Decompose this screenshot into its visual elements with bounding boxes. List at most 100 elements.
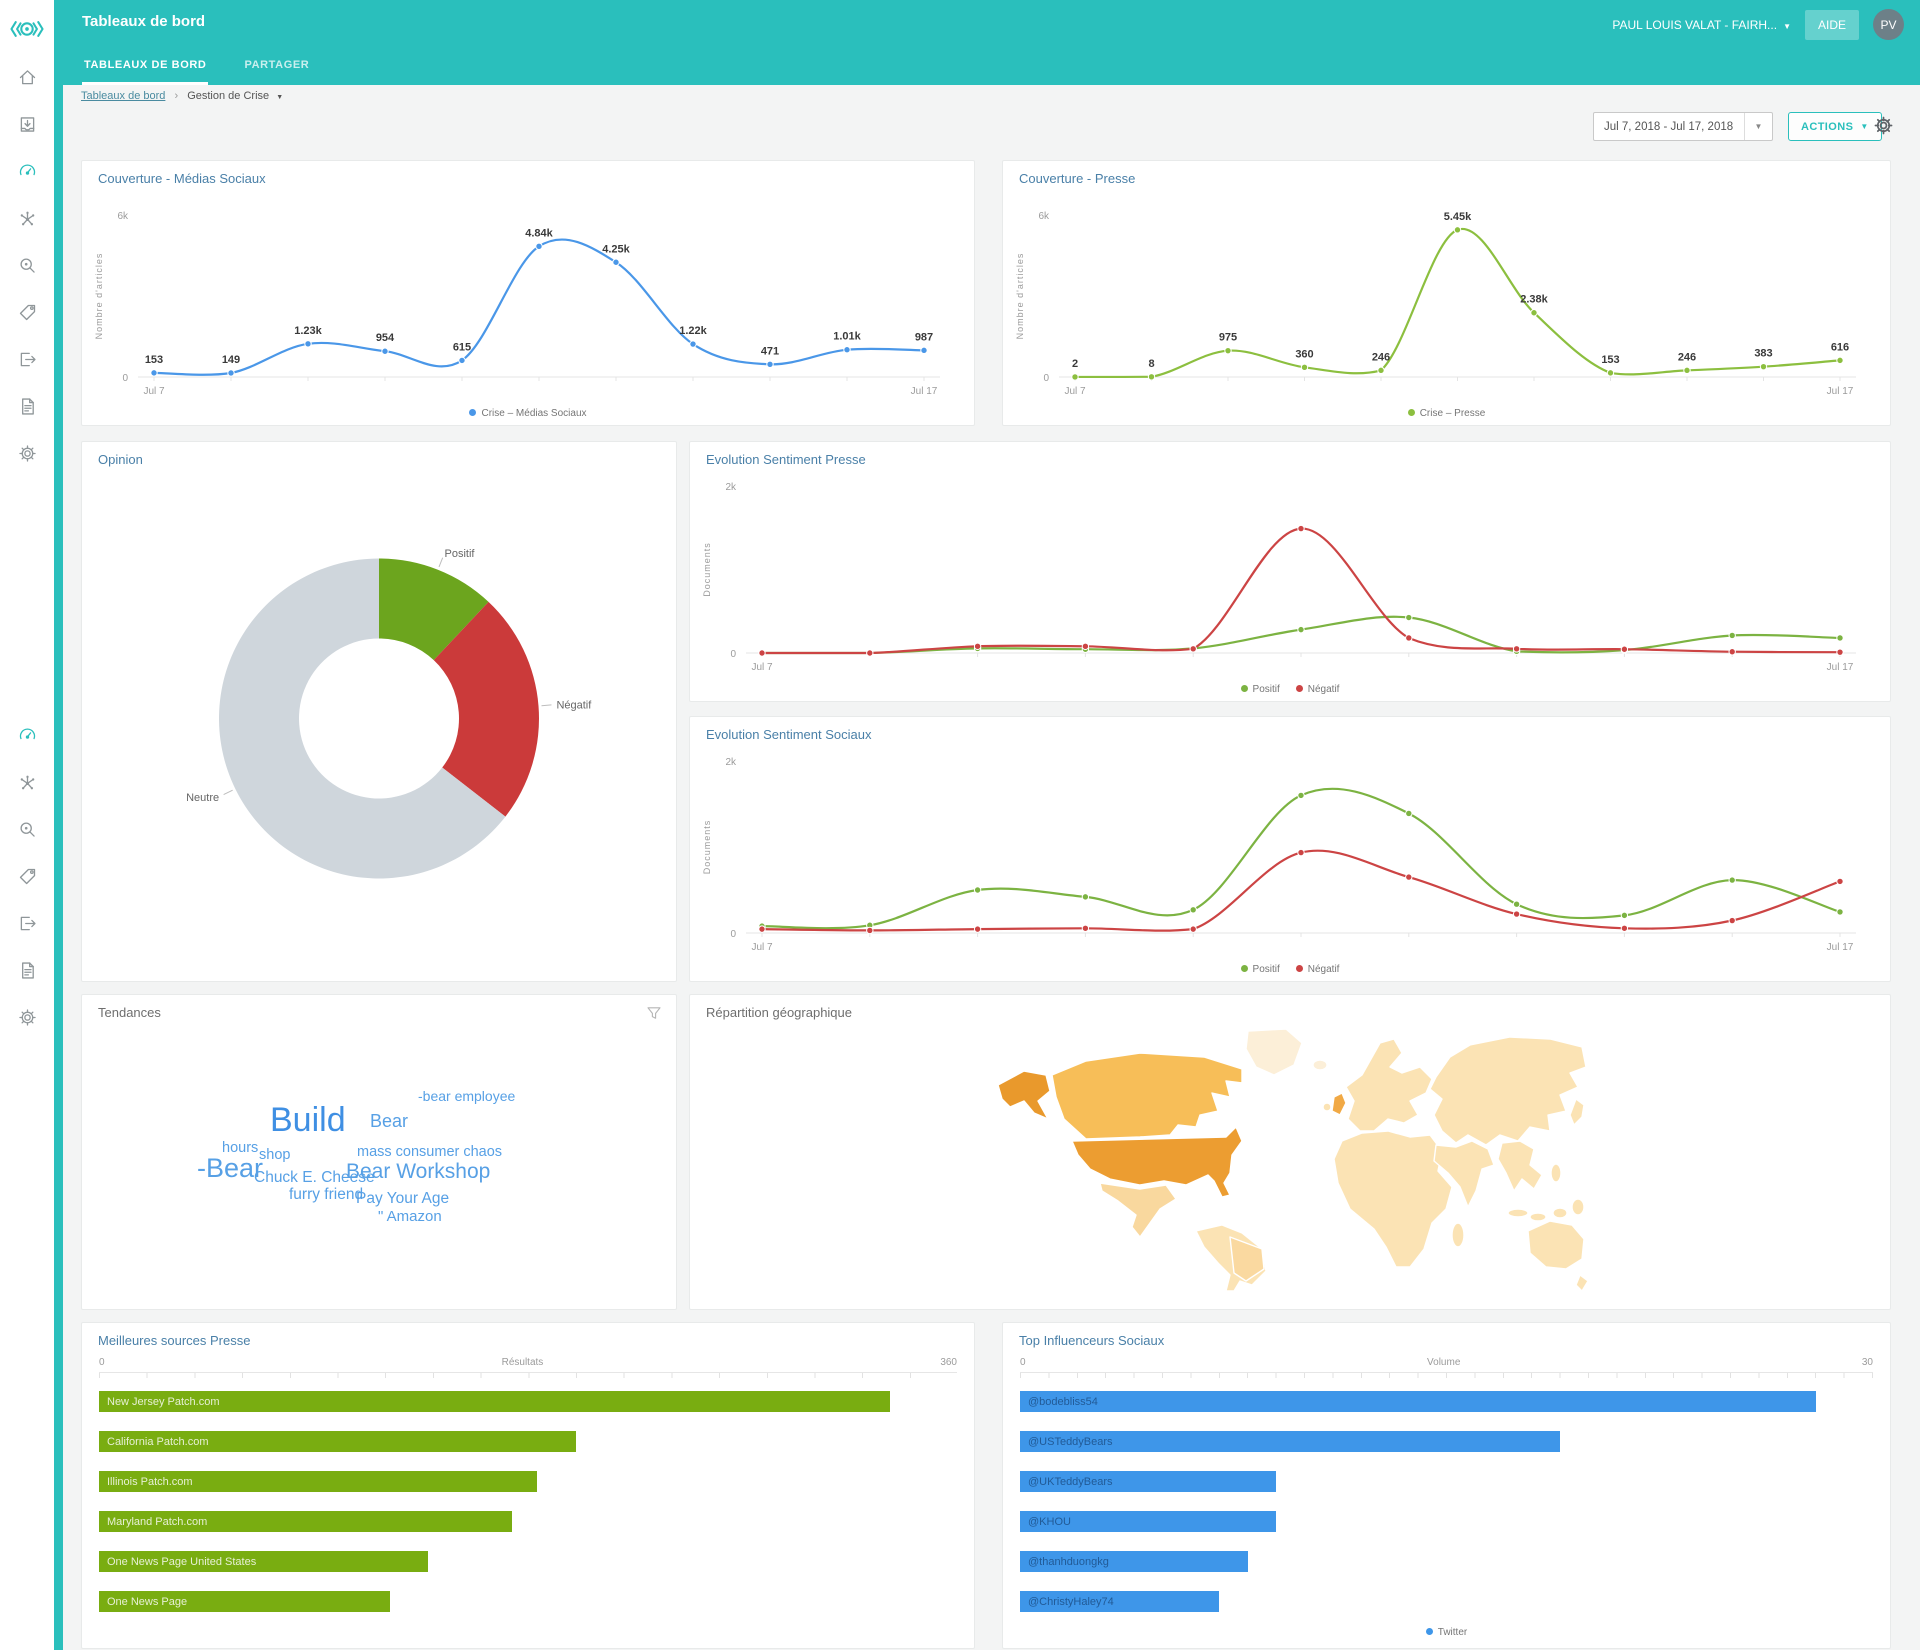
map-region-india-mideast [1433, 1140, 1495, 1208]
svg-text:Nombre d'articles: Nombre d'articles [94, 253, 104, 340]
svg-text:360: 360 [1295, 348, 1313, 360]
svg-text:4.84k: 4.84k [525, 227, 553, 239]
chart-title: Evolution Sentiment Sociaux [706, 727, 872, 742]
sidebar-item-export-2[interactable] [0, 900, 54, 947]
trend-word[interactable]: -bear employee [418, 1088, 516, 1104]
sidebar-item-search[interactable] [0, 242, 54, 289]
bar-row[interactable]: @bodebliss54 [1020, 1391, 1873, 1412]
word-cloud: Build Bear -bear employee hours shop mass con… [82, 995, 676, 1309]
trend-word[interactable]: furry friend [289, 1186, 364, 1203]
export-icon [20, 916, 36, 931]
gear-icon [18, 1009, 36, 1026]
chart-legend: Crise – Médias Sociaux [88, 405, 968, 421]
trend-word[interactable]: Chuck E. Cheese [254, 1169, 375, 1186]
map-region-iceland [1312, 1059, 1328, 1071]
sidebar-item-home[interactable] [0, 54, 54, 101]
donut-slice-neutre[interactable] [219, 558, 506, 879]
donut-slice-positif[interactable] [379, 558, 489, 661]
breadcrumb-root-link[interactable]: Tableaux de bord [81, 90, 166, 102]
sidebar-item-dashboards-2[interactable] [0, 712, 54, 759]
sidebar-item-tags-2[interactable] [0, 853, 54, 900]
tab-partager[interactable]: PARTAGER [244, 59, 310, 71]
svg-text:987: 987 [915, 331, 933, 343]
bar-row[interactable]: One News Page [99, 1591, 957, 1612]
chart-title: Top Influenceurs Sociaux [1019, 1333, 1165, 1348]
trend-word[interactable]: Bear Workshop [346, 1160, 491, 1183]
donut-slice-négatif[interactable] [433, 601, 539, 817]
tag-icon [19, 868, 35, 885]
sidebar-item-search-2[interactable] [0, 806, 54, 853]
trend-word[interactable]: -Bear [197, 1153, 264, 1183]
svg-text:Jul 7: Jul 7 [1064, 386, 1086, 397]
map-region-mexico [1099, 1182, 1177, 1238]
bar-row[interactable]: @ChristyHaley74 [1020, 1591, 1873, 1612]
map-region-uk [1331, 1092, 1347, 1116]
search-icon [19, 258, 35, 273]
trend-word[interactable]: hours [222, 1140, 259, 1156]
svg-text:1.23k: 1.23k [294, 325, 322, 337]
bar-row[interactable]: Illinois Patch.com [99, 1471, 957, 1492]
svg-text:246: 246 [1678, 351, 1696, 363]
tab-tableaux-de-bord[interactable]: TABLEAUX DE BORD [82, 59, 209, 85]
sidebar-item-dashboards[interactable] [0, 148, 54, 195]
card-repartition-geographique: Répartition géographique [689, 994, 1891, 1310]
bar-row[interactable]: Maryland Patch.com [99, 1511, 957, 1532]
chart-legend: Crise – Presse [1009, 405, 1884, 421]
sidebar-item-connections-2[interactable] [0, 759, 54, 806]
bar-row[interactable]: One News Page United States [99, 1551, 957, 1572]
svg-text:153: 153 [145, 354, 163, 366]
svg-text:954: 954 [376, 332, 395, 344]
user-menu[interactable]: PAUL LOUIS VALAT - FAIRH... ▼ [1612, 17, 1791, 32]
sidebar-item-import[interactable] [0, 101, 54, 148]
trend-word[interactable]: shop [259, 1147, 291, 1163]
trend-word[interactable]: Pay Your Age [356, 1190, 450, 1207]
card-couverture-medias-sociaux: Couverture - Médias Sociaux 6k 0 Nombre d'… [81, 160, 975, 426]
axis-max: 30 [1861, 1357, 1873, 1368]
actions-button[interactable]: ACTIONS ▼ [1788, 112, 1882, 141]
bar-row[interactable]: California Patch.com [99, 1431, 957, 1452]
sidebar-item-export[interactable] [0, 336, 54, 383]
map-region-alaska [997, 1070, 1051, 1120]
svg-text:0: 0 [730, 649, 736, 660]
svg-text:153: 153 [1601, 354, 1619, 366]
hbar-chart-influenceurs: 0 Volume 30 @bodebliss54 @USTeddyBears @UKTed… [1020, 1357, 1873, 1642]
help-button[interactable]: AIDE [1804, 9, 1859, 40]
svg-text:Jul 7: Jul 7 [751, 662, 773, 673]
svg-text:2: 2 [1072, 358, 1078, 370]
trend-word[interactable]: Build [270, 1101, 346, 1139]
date-range-value: Jul 7, 2018 - Jul 17, 2018 [1604, 120, 1734, 133]
app-logo[interactable] [0, 12, 54, 46]
trend-word[interactable]: Bear [370, 1111, 409, 1131]
svg-text:8: 8 [1148, 358, 1154, 370]
settings-gear-icon[interactable] [1872, 114, 1895, 137]
sidebar-item-reports[interactable] [0, 383, 54, 430]
avatar[interactable]: PV [1873, 9, 1904, 40]
bar-row[interactable]: @USTeddyBears [1020, 1431, 1873, 1452]
donut-chart-opinion: Positif Négatif Neutre [88, 468, 670, 977]
bar-row[interactable]: New Jersey Patch.com [99, 1391, 957, 1412]
network-icon [20, 211, 34, 226]
sidebar-item-settings[interactable] [0, 430, 54, 477]
date-range-picker[interactable]: Jul 7, 2018 - Jul 17, 2018 ▼ [1593, 112, 1773, 141]
filter-funnel-icon[interactable] [646, 1005, 662, 1021]
bar-row[interactable]: @thanhduongkg [1020, 1551, 1873, 1572]
bar-row[interactable]: @UKTeddyBears [1020, 1471, 1873, 1492]
trend-word[interactable]: mass consumer chaos [357, 1144, 503, 1160]
top-header: Tableaux de bord TABLEAUX DE BORD PARTAG… [54, 0, 1920, 85]
sidebar-item-settings-2[interactable] [0, 994, 54, 1041]
sidebar-item-connections[interactable] [0, 195, 54, 242]
line-chart-sentiment-presse: 2k 0 Documents Jul 7 Jul 17 Positif Négatif [696, 468, 1884, 697]
map-region-se-asia [1497, 1140, 1543, 1192]
sidebar-item-reports-2[interactable] [0, 947, 54, 994]
chevron-down-icon[interactable]: ▼ [1744, 113, 1772, 140]
sidebar-item-tags[interactable] [0, 289, 54, 336]
breadcrumb-current[interactable]: Gestion de Crise [187, 90, 270, 102]
bar-row[interactable]: @KHOU [1020, 1511, 1873, 1532]
svg-text:5.45k: 5.45k [1444, 211, 1472, 223]
svg-text:0: 0 [1043, 373, 1049, 384]
chart-title: Tendances [98, 1005, 161, 1020]
map-region-brazil [1229, 1236, 1265, 1282]
trend-word[interactable]: " Amazon [378, 1208, 442, 1225]
map-region-indonesia [1507, 1208, 1529, 1218]
svg-text:Jul 7: Jul 7 [143, 386, 165, 397]
